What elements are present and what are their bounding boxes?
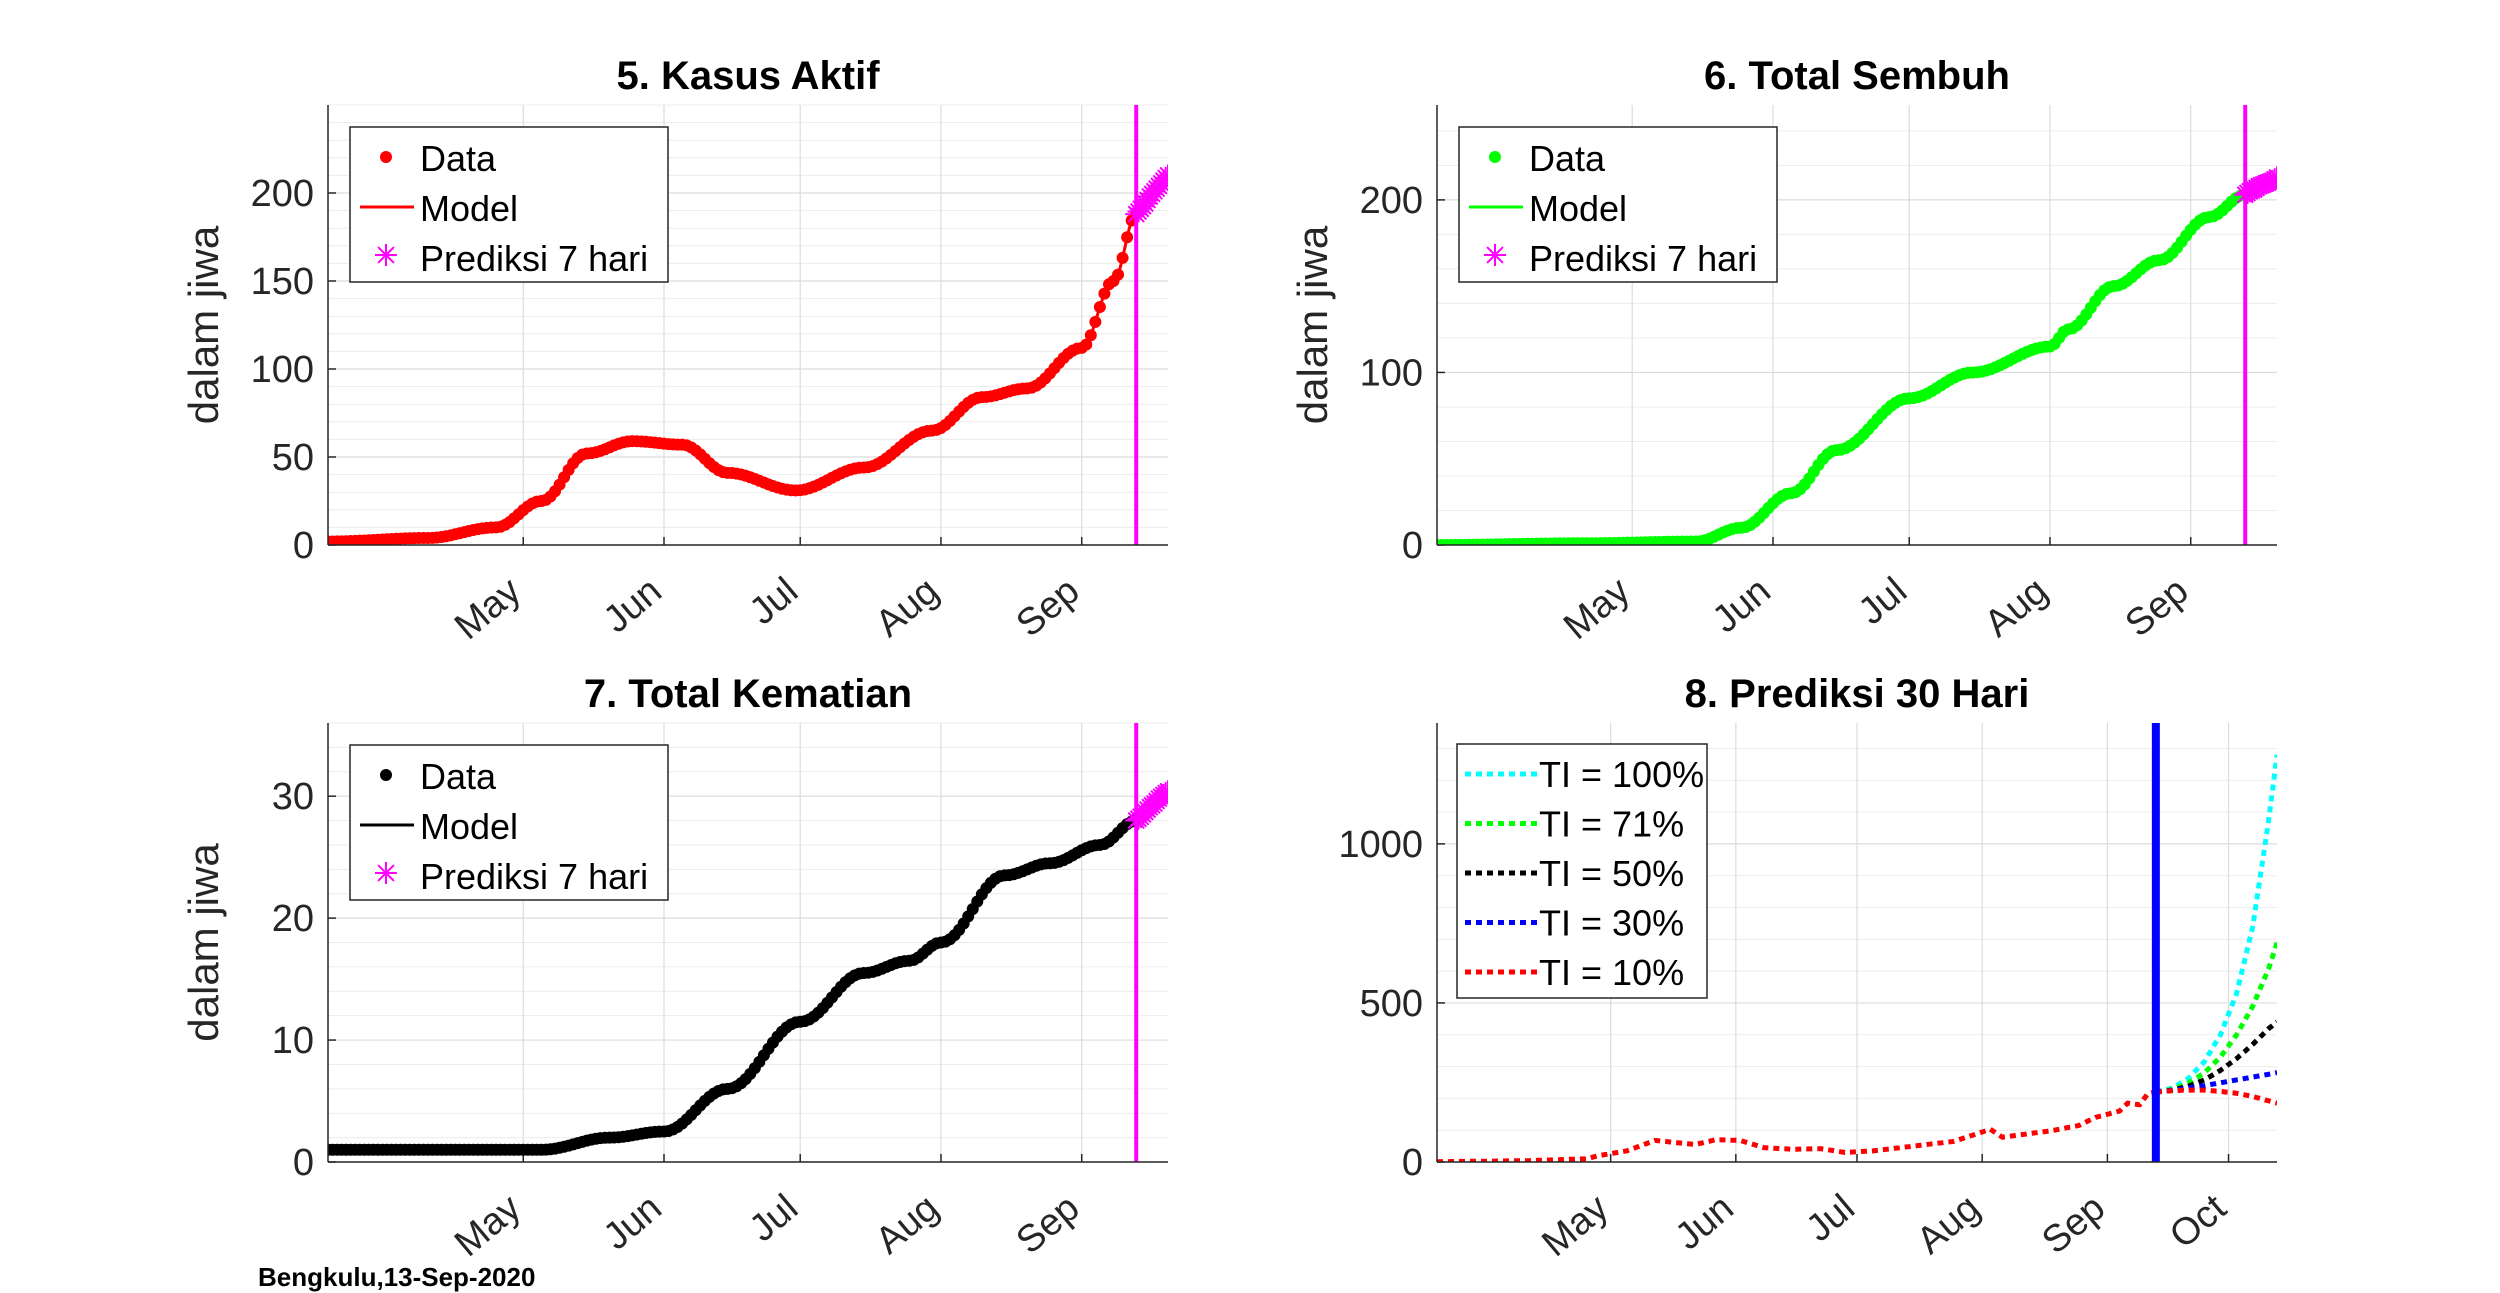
plot-content	[1437, 723, 2277, 1162]
data-point	[1121, 231, 1134, 244]
data-point	[1098, 287, 1111, 300]
x-tick-label: Aug	[868, 1187, 947, 1263]
legend-label: TI = 50%	[1539, 853, 1684, 894]
chart-title: 5. Kasus Aktif	[616, 54, 880, 98]
chart-panel-5: 0 50 100 150 200 May Jun Jul Aug Sep 5. Kasus Akti…	[180, 54, 1168, 648]
footer-caption: Bengkulu,13-Sep-2020	[258, 1262, 536, 1292]
legend-label: TI = 30%	[1539, 903, 1684, 944]
legend-label: Prediksi 7 hari	[420, 238, 648, 279]
data-point	[1112, 268, 1125, 281]
y-axis-label: dalam jiwa	[1289, 225, 1336, 424]
prediction-star	[1484, 244, 1506, 266]
x-tick-label: Sep	[1009, 1187, 1088, 1263]
plot-content	[1437, 105, 2277, 545]
legend-box	[349, 126, 669, 283]
x-tick-label: Jul	[1799, 1187, 1863, 1250]
chart-title: 6. Total Sembuh	[1704, 54, 2010, 98]
legend-label: TI = 71%	[1539, 804, 1684, 845]
legend-box	[349, 744, 669, 901]
y-tick-label: 30	[272, 776, 314, 818]
projection-line	[2155, 941, 2277, 1095]
prediction-star	[1157, 780, 1168, 803]
legend-label: TI = 100%	[1539, 754, 1704, 795]
y-tick-label: 50	[272, 437, 314, 479]
y-tick-label: 100	[251, 349, 314, 391]
prediction-star	[1157, 164, 1168, 187]
data-point	[1089, 315, 1102, 328]
data-point	[1080, 338, 1093, 351]
x-tick-label: May	[447, 570, 529, 648]
legend-dot-marker	[380, 769, 392, 781]
y-tick-label: 0	[293, 525, 314, 567]
chart-title: 8. Prediksi 30 Hari	[1685, 672, 2030, 716]
x-tick-label: Jul	[1851, 570, 1915, 633]
x-tick-label: Aug	[1909, 1187, 1988, 1263]
x-tick-label: Jul	[742, 1187, 806, 1250]
chart-panel-8: 0 500 1000 May Jun Jul Aug Sep Oct 8. Prediksi 30…	[1338, 672, 2277, 1265]
legend: Data Model Prediksi 7 hari	[349, 126, 669, 283]
legend-label: Data	[420, 138, 497, 179]
x-tick-label: Sep	[2118, 570, 2197, 646]
chart-title: 7. Total Kematian	[584, 672, 912, 716]
y-tick-label: 200	[1360, 180, 1423, 222]
projection-line	[2155, 754, 2277, 1095]
legend: Data Model Prediksi 7 hari	[349, 744, 669, 901]
y-tick-label: 200	[251, 173, 314, 215]
x-tick-label: Jun	[596, 1187, 670, 1259]
legend-label: Model	[420, 188, 518, 229]
x-tick-label: Jul	[742, 570, 806, 633]
plot-content	[328, 723, 1168, 1162]
data-point	[1093, 300, 1106, 313]
legend-label: Model	[1529, 188, 1627, 229]
legend: TI = 100% TI = 71% TI = 50% TI = 30% TI = 10…	[1456, 743, 1708, 999]
projection-line	[2155, 1087, 2277, 1106]
prediction-star	[375, 244, 397, 266]
x-tick-label: Jun	[596, 570, 670, 642]
legend-label: TI = 10%	[1539, 952, 1684, 993]
legend-dot-marker	[380, 151, 392, 163]
prediction-star	[2266, 166, 2277, 189]
legend-label: Data	[1529, 138, 1606, 179]
x-tick-label: Sep	[1009, 570, 1088, 646]
prediction-star	[375, 862, 397, 884]
x-tick-label: Jun	[1705, 570, 1779, 642]
legend-label: Prediksi 7 hari	[420, 856, 648, 897]
y-axis-label: dalam jiwa	[180, 225, 227, 424]
data-point	[1116, 251, 1129, 264]
y-tick-label: 0	[1402, 525, 1423, 567]
y-tick-label: 10	[272, 1020, 314, 1062]
y-tick-label: 1000	[1338, 824, 1423, 866]
x-tick-label: May	[1556, 570, 1638, 648]
chart-panel-6: 0 100 200 May Jun Jul Aug Sep 6. Total Sembuh dal…	[1289, 54, 2277, 648]
y-tick-label: 0	[1402, 1142, 1423, 1184]
y-tick-label: 100	[1360, 352, 1423, 394]
data-point	[1084, 329, 1097, 342]
x-tick-label: May	[1534, 1187, 1616, 1265]
legend: Data Model Prediksi 7 hari	[1458, 126, 1778, 283]
y-tick-label: 150	[251, 261, 314, 303]
legend-dot-marker	[1489, 151, 1501, 163]
y-axis-label: dalam jiwa	[180, 843, 227, 1042]
x-tick-label: Jun	[1668, 1187, 1742, 1259]
projection-line	[2155, 1070, 2277, 1095]
x-tick-label: May	[447, 1187, 529, 1265]
chart-panel-7: 0 10 20 30 May Jun Jul Aug Sep 7. Total Kematian d…	[180, 672, 1168, 1265]
plot-content	[328, 105, 1168, 545]
legend-label: Data	[420, 756, 497, 797]
legend-label: Model	[420, 806, 518, 847]
y-tick-label: 0	[293, 1142, 314, 1184]
y-tick-label: 500	[1360, 983, 1423, 1025]
x-tick-label: Oct	[2162, 1186, 2235, 1256]
x-tick-label: Sep	[2034, 1187, 2113, 1263]
y-tick-label: 20	[272, 898, 314, 940]
legend-box	[1458, 126, 1778, 283]
x-tick-label: Aug	[1977, 570, 2056, 646]
legend-label: Prediksi 7 hari	[1529, 238, 1757, 279]
history-line	[1437, 1089, 2157, 1162]
x-tick-label: Aug	[868, 570, 947, 646]
